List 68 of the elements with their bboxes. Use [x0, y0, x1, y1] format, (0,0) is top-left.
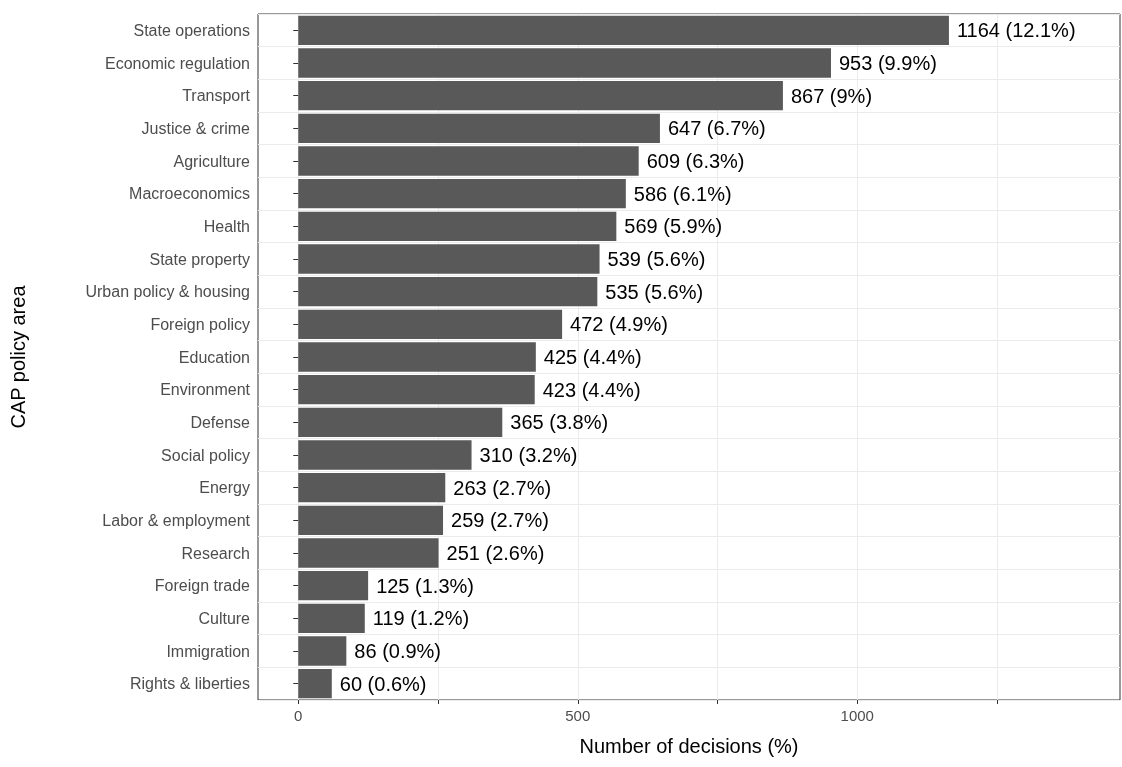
data-label: 425 (4.4%): [543, 346, 642, 368]
y-tick-label: Immigration: [166, 642, 250, 660]
y-tick-label: Foreign policy: [150, 315, 250, 333]
bar: [298, 374, 535, 405]
y-tick-label: State operations: [133, 21, 250, 39]
bar: [298, 538, 439, 568]
y-tick-label: Education: [178, 348, 250, 366]
data-label: 60 (0.6%): [339, 672, 427, 695]
data-label: 86 (0.9%): [354, 640, 442, 662]
y-tick-label: Justice & crime: [141, 119, 251, 137]
y-tick-label: Economic regulation: [105, 54, 250, 72]
y-tick-label: Health: [203, 217, 250, 235]
y-tick-label: Agriculture: [173, 152, 251, 170]
x-tick-label: 0: [294, 707, 303, 724]
y-tick-label: State property: [149, 250, 250, 268]
y-tick-label: Research: [181, 544, 250, 562]
y-tick-label: Social policy: [161, 446, 250, 464]
data-label: 472 (4.9%): [570, 313, 668, 336]
bar: [298, 309, 563, 340]
bar: [298, 178, 626, 209]
x-axis-title: Number of decisions (%): [579, 735, 799, 757]
data-label: 263 (2.7%): [453, 476, 552, 499]
data-label: 1164 (12.1%): [956, 19, 1076, 42]
data-label: 586 (6.1%): [633, 182, 732, 205]
data-label: 867 (9%): [790, 84, 873, 107]
y-tick-label: Culture: [198, 609, 251, 627]
y-tick-label: Foreign trade: [154, 577, 251, 595]
y-tick-label: Urban policy & housing: [85, 283, 250, 301]
bar: [298, 668, 332, 699]
bar: [298, 440, 472, 470]
data-label: 609 (6.3%): [646, 150, 745, 172]
y-tick-label: Labor & employment: [102, 511, 251, 529]
data-label: 423 (4.4%): [542, 378, 641, 401]
bar: [298, 276, 598, 307]
bar: [298, 211, 617, 242]
bar: [298, 146, 639, 176]
y-tick-label: Defense: [190, 413, 251, 431]
data-label: 647 (6.7%): [667, 117, 766, 140]
x-tick-label: 1000: [840, 707, 874, 724]
data-label: 125 (1.3%): [376, 574, 474, 597]
bar: [298, 636, 347, 666]
bar: [298, 113, 660, 144]
y-tick-label: Transport: [182, 87, 251, 105]
bar: [298, 505, 444, 536]
data-label: 251 (2.6%): [446, 542, 545, 564]
data-label: 259 (2.7%): [451, 509, 549, 532]
data-label: 539 (5.6%): [607, 248, 706, 270]
y-axis-title: CAP policy area: [7, 284, 29, 429]
y-tick-label: Rights & liberties: [129, 675, 250, 693]
y-tick-label: Environment: [160, 381, 251, 399]
bar: [298, 15, 949, 46]
y-tick-label: Energy: [199, 479, 250, 497]
data-label: 953 (9.9%): [838, 52, 937, 74]
data-label: 310 (3.2%): [479, 444, 578, 466]
bar: [298, 603, 365, 634]
bar: [298, 472, 446, 503]
data-label: 535 (5.6%): [605, 280, 704, 303]
bar: [298, 570, 369, 601]
bar: [298, 244, 600, 274]
data-label: 119 (1.2%): [372, 607, 470, 630]
data-label: 569 (5.9%): [624, 215, 723, 238]
x-tick-label: 500: [565, 707, 591, 724]
bar: [298, 80, 783, 111]
bar: [298, 48, 831, 78]
y-tick-label: Macroeconomics: [129, 185, 250, 203]
bar: [298, 407, 503, 438]
bar: [298, 342, 536, 372]
data-label: 365 (3.8%): [510, 411, 609, 434]
